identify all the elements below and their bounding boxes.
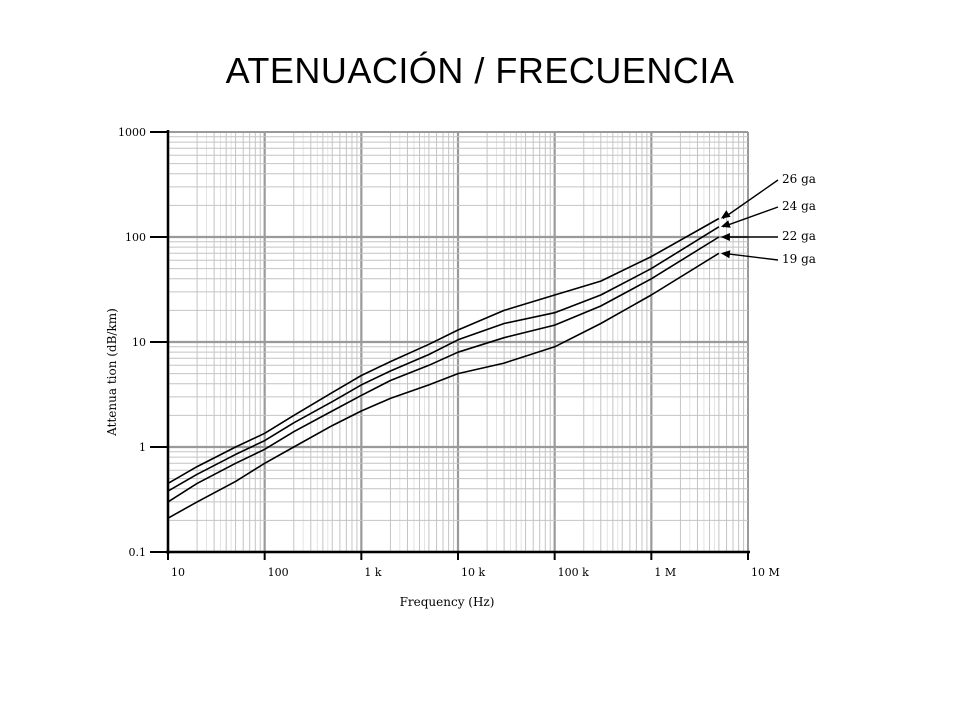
x-tick-label: 10 M [751,566,780,579]
x-tick-label: 1 k [364,566,381,579]
y-tick-label: 1 [139,441,146,454]
y-tick-label: 1000 [118,126,146,139]
series-leader-line [722,252,779,261]
y-tick-label: 0.1 [129,546,147,559]
y-axis-title: Attenua tion (dB/km) [105,308,119,437]
series-leader-line [722,206,779,228]
slide-title: ATENUACIÓN / FRECUENCIA [225,50,735,91]
series-arrowhead [720,250,731,259]
series-label: 26 ga [782,172,816,186]
series-line-24-ga [167,226,720,492]
series-leader-line [722,179,779,220]
series-label: 19 ga [782,252,816,266]
x-tick-label: 100 k [558,566,589,579]
y-tick-label: 100 [125,231,146,244]
series-line-19-ga [167,252,720,519]
chart-grid [166,131,749,554]
x-axis-title: Frequency (Hz) [400,595,495,609]
series-line-22-ga [167,236,720,503]
series-labels: 26 ga 24 ga 22 ga 19 ga [720,172,816,266]
y-tick-label: 10 [132,336,146,349]
series-label: 22 ga [782,229,816,243]
x-tick-label: 1 M [654,566,676,579]
chart-series [167,217,720,519]
series-arrowhead [720,233,730,241]
x-tick-label: 10 [171,566,185,579]
series-arrowhead [720,220,731,228]
x-tick-label: 100 [268,566,289,579]
chart-axes: 0.1 1 10 100 1000 10 100 1 k 10 k 100 k 1 M 10 M [118,126,780,579]
series-label: 24 ga [782,199,816,213]
series-line-26-ga [167,217,720,485]
x-tick-label: 10 k [461,566,485,579]
series-arrowhead [720,210,731,219]
